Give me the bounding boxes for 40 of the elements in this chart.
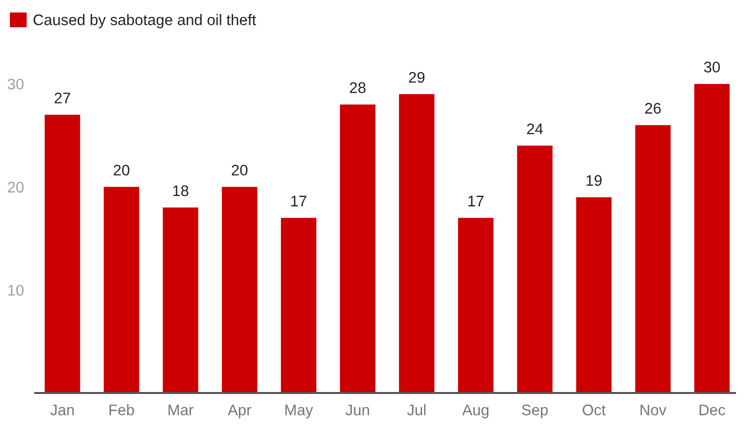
x-tick-label: Jun xyxy=(346,404,369,416)
x-tick-label: Mar xyxy=(168,404,194,416)
data-label: 20 xyxy=(232,164,248,176)
bar xyxy=(222,186,258,394)
data-label: 28 xyxy=(350,82,366,94)
data-label: 17 xyxy=(468,196,484,206)
y-tick-label: 20 xyxy=(8,182,24,193)
bar xyxy=(280,218,316,394)
data-label: 18 xyxy=(173,185,188,196)
x-tick-label: Feb xyxy=(110,404,134,416)
bar xyxy=(517,146,553,394)
bar xyxy=(44,114,80,394)
x-tick-label: Apr xyxy=(228,404,252,418)
data-label: 29 xyxy=(408,72,424,83)
data-label: 20 xyxy=(114,164,130,176)
x-tick-label: Oct xyxy=(582,404,606,416)
x-tick-label: Aug xyxy=(462,404,488,418)
data-label: 27 xyxy=(54,92,70,104)
x-tick-label: May xyxy=(285,404,314,418)
bar xyxy=(104,186,140,394)
data-label: 30 xyxy=(704,62,720,72)
x-tick-label: Sep xyxy=(522,404,548,418)
bar xyxy=(458,218,494,394)
legend-label: Caused by sabotage and oil theft xyxy=(34,14,256,28)
bar xyxy=(635,125,671,394)
bar xyxy=(576,197,612,394)
y-tick-label: 30 xyxy=(8,78,24,90)
x-tick-label: Jan xyxy=(50,404,74,416)
bar xyxy=(340,104,376,394)
bar xyxy=(694,84,730,394)
y-tick-label: 10 xyxy=(8,284,24,296)
bar xyxy=(399,94,434,394)
x-tick-label: Dec xyxy=(700,404,726,416)
data-label: 26 xyxy=(645,102,661,114)
x-tick-label: Jul xyxy=(407,404,426,416)
data-label: 24 xyxy=(527,124,543,134)
data-label: 17 xyxy=(291,196,306,206)
data-label: 19 xyxy=(586,175,602,186)
x-tick-label: Nov xyxy=(640,404,666,416)
bar xyxy=(162,208,198,394)
